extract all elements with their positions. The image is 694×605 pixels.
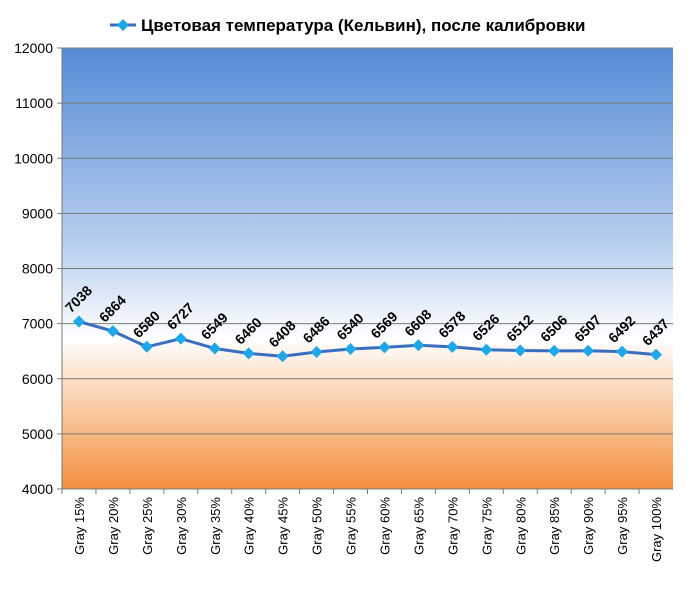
data-point [310,345,323,358]
data-point [650,348,663,361]
y-tick-label: 11000 [15,95,53,111]
x-tick-label: Gray 70% [445,497,460,555]
x-tick-label: Gray 100% [649,497,664,562]
data-point [412,339,425,352]
data-point [616,345,629,358]
data-point [548,344,561,357]
y-tick-label: 6000 [22,371,53,387]
x-tick-label: Gray 50% [310,497,325,555]
x-tick-label: Gray 60% [377,497,392,555]
data-point [174,332,187,345]
y-tick-label: 5000 [22,426,53,442]
legend: Цветовая температура (Кельвин), после ка… [110,16,585,35]
x-tick-label: Gray 20% [106,497,121,555]
data-point [140,340,153,353]
x-tick-label: Gray 75% [479,497,494,555]
y-tick-label: 9000 [22,205,53,221]
data-point [582,344,595,357]
data-point [242,347,255,360]
data-point [446,340,459,353]
x-tick-label: Gray 90% [581,497,596,555]
y-tick-label: 8000 [22,261,53,277]
x-tick-label: Gray 40% [242,497,257,555]
data-point [344,342,357,355]
data-point [208,342,221,355]
data-point [72,315,85,328]
y-tick-label: 12000 [14,40,53,56]
x-tick-label: Gray 80% [513,497,528,555]
x-tick-label: Gray 15% [72,497,87,555]
data-point [514,344,527,357]
data-point [378,341,391,354]
y-tick-label: 4000 [22,481,53,497]
data-point [480,343,493,356]
legend-marker [117,19,129,31]
x-tick-label: Gray 65% [411,497,426,555]
y-tick-label: 10000 [14,150,53,166]
data-point [276,350,289,363]
x-tick-label: Gray 55% [344,497,359,555]
x-tick-label: Gray 95% [615,497,630,555]
chart-title: Цветовая температура (Кельвин), после ка… [141,16,585,35]
x-tick-label: Gray 30% [174,497,189,555]
x-tick-label: Gray 35% [208,497,223,555]
x-tick-label: Gray 45% [276,497,291,555]
x-tick-label: Gray 25% [140,497,155,555]
data-point [106,325,119,338]
x-tick-label: Gray 85% [547,497,562,555]
y-tick-label: 7000 [22,316,53,332]
